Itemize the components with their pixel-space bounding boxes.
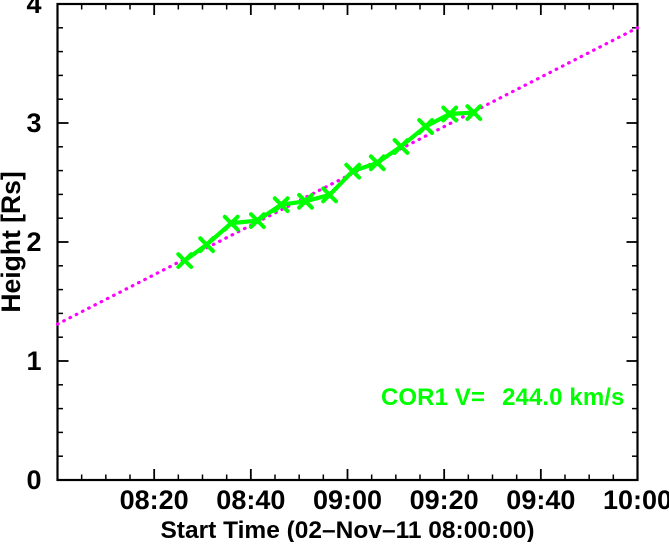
svg-text:Start Time (02–Nov–11 08:00:00: Start Time (02–Nov–11 08:00:00) — [160, 517, 534, 542]
svg-text:09:00: 09:00 — [313, 485, 382, 515]
svg-text:08:40: 08:40 — [216, 485, 285, 515]
svg-text:4: 4 — [26, 0, 41, 19]
svg-text:Height [Rs]: Height [Rs] — [0, 171, 26, 312]
svg-text:08:20: 08:20 — [120, 485, 189, 515]
svg-text:3: 3 — [26, 108, 41, 138]
svg-text:10:00: 10:00 — [603, 485, 669, 515]
svg-text:COR1 V=244.0 km/s: COR1 V= 244.0 km/s — [381, 384, 625, 411]
svg-text:1: 1 — [26, 346, 41, 376]
svg-text:09:20: 09:20 — [410, 485, 479, 515]
svg-text:0: 0 — [26, 465, 41, 495]
svg-text:2: 2 — [26, 227, 41, 257]
svg-text:09:40: 09:40 — [506, 485, 575, 515]
